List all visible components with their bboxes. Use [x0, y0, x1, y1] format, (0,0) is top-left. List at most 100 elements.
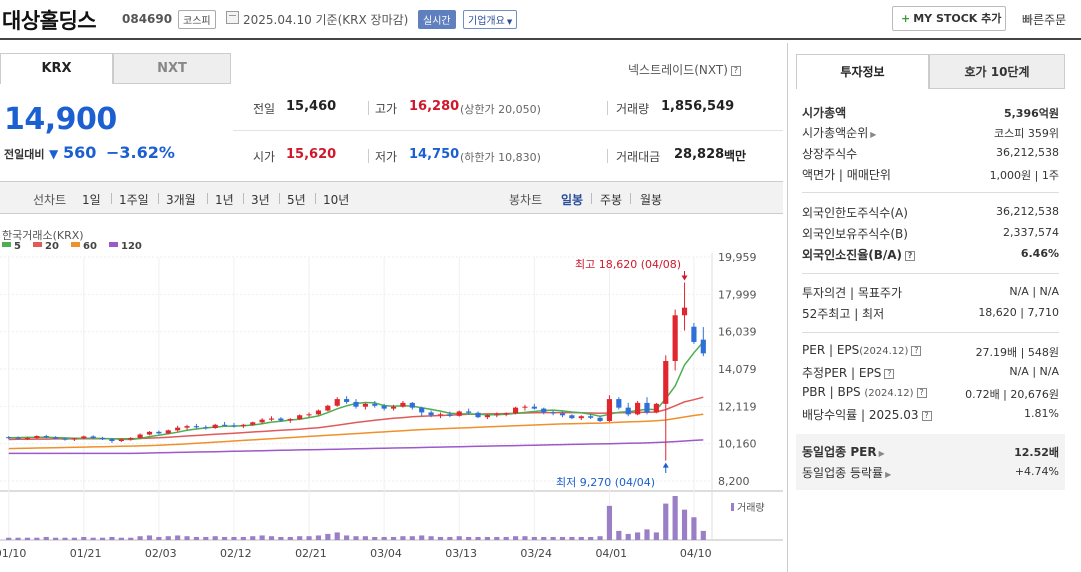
- legend-label-5: 5: [14, 241, 21, 252]
- volume-bar: [231, 536, 237, 540]
- help-icon[interactable]: ?: [884, 368, 895, 379]
- volume-bar: [559, 536, 566, 540]
- period-1w[interactable]: 1주일: [119, 193, 149, 207]
- realtime-button[interactable]: 실시간: [418, 10, 456, 29]
- period-3m[interactable]: 3개월: [166, 193, 196, 207]
- volume-bar: [81, 536, 87, 540]
- help-icon[interactable]: ?: [916, 387, 927, 398]
- candle-body: [344, 399, 350, 402]
- trade-amount-label: 거래대금: [616, 150, 661, 164]
- volume-bar: [268, 536, 275, 540]
- volume-bar: [653, 532, 659, 540]
- volume-bar: [118, 537, 124, 540]
- candle-body: [681, 307, 688, 316]
- volume-bar: [306, 536, 312, 540]
- foreign-hold-value: 2,337,574: [1003, 226, 1059, 239]
- candle-body: [34, 436, 40, 438]
- trade-amount-value: 28,828: [674, 147, 725, 162]
- volume-bar: [353, 536, 359, 540]
- volume-bar: [99, 537, 106, 540]
- period-1y[interactable]: 1년: [215, 193, 234, 207]
- volume-bar: [250, 536, 256, 540]
- candle-body: [250, 422, 256, 425]
- candle-body: [663, 360, 669, 404]
- trade-amount-unit: 백만: [724, 149, 747, 163]
- candle-body: [334, 399, 340, 406]
- candle-body: [62, 438, 68, 440]
- candle-body: [494, 414, 500, 416]
- candle-daily[interactable]: 일봉: [561, 193, 584, 207]
- chart-period-bar: 선차트 1일 1주일 3개월 1년 3년 5년 10년 봉차트 일봉 주봉 월봉: [0, 181, 783, 214]
- period-10y[interactable]: 10년: [323, 193, 350, 207]
- candle-body: [156, 431, 162, 434]
- candle-body: [259, 419, 265, 423]
- lower-limit: (하한가 10,830): [460, 151, 541, 164]
- est-per-value: N/A | N/A: [1009, 365, 1059, 378]
- tab-orderbook-10[interactable]: 호가 10단계: [929, 54, 1065, 89]
- candle-body: [400, 402, 406, 407]
- add-my-stock-button[interactable]: + MY STOCK 추가: [892, 6, 1006, 31]
- nxt-info-link[interactable]: 넥스트레이드(NXT)?: [628, 61, 741, 78]
- help-icon[interactable]: ?: [911, 345, 922, 356]
- candle-body: [81, 436, 87, 439]
- candle-body: [512, 407, 519, 414]
- x-tick-label: 03/24: [520, 547, 552, 560]
- candle-weekly[interactable]: 주봉: [600, 193, 623, 207]
- volume-bar: [212, 536, 218, 540]
- volume-bar: [53, 537, 59, 540]
- volume-bar: [447, 536, 453, 540]
- volume-bar: [484, 536, 490, 540]
- company-name: 대상홀딩스: [2, 9, 97, 33]
- volume-bar: [597, 536, 603, 540]
- price-chart[interactable]: 19,959 17,999 16,039 14,079 12,119 10,160 8,20…: [0, 215, 783, 572]
- x-tick-label: 02/21: [295, 547, 327, 560]
- est-per-label: 추정PER | EPS?: [802, 364, 895, 381]
- x-tick-label: 01/10: [0, 547, 26, 560]
- x-tick-label: 02/03: [145, 547, 177, 560]
- pbr-value: 0.72배 | 20,676원: [965, 388, 1059, 401]
- sector-change-label[interactable]: 동일업종 등락률 ▶: [802, 466, 892, 480]
- candle-body: [6, 437, 12, 439]
- help-icon[interactable]: ?: [905, 250, 916, 261]
- x-tick-label: 03/04: [370, 547, 402, 560]
- period-1d[interactable]: 1일: [82, 193, 101, 207]
- volume-bar: [362, 536, 368, 540]
- help-icon[interactable]: ?: [730, 65, 741, 76]
- tab-investment-info[interactable]: 투자정보: [796, 54, 929, 89]
- change-amount: 560: [63, 143, 97, 162]
- volume-bar: [522, 536, 528, 540]
- candle-body: [588, 416, 594, 418]
- volume-bar: [15, 537, 21, 540]
- volume-bar: [193, 536, 200, 540]
- volume-bar: [663, 503, 669, 540]
- par-value: 1,000원 | 1주: [989, 169, 1059, 182]
- volume-bar: [672, 496, 678, 540]
- tab-krx[interactable]: KRX: [0, 53, 113, 84]
- period-3y[interactable]: 3년: [251, 193, 270, 207]
- volume-bar: [344, 535, 350, 540]
- help-icon[interactable]: ?: [921, 410, 932, 421]
- candle-body: [193, 426, 200, 428]
- volume-bar: [400, 536, 406, 540]
- candle-body: [503, 413, 509, 415]
- volume-bar: [437, 536, 444, 540]
- company-overview-dropdown[interactable]: 기업개요 ▼: [463, 10, 518, 29]
- period-5y[interactable]: 5년: [287, 193, 306, 207]
- volume-bar: [625, 533, 631, 540]
- volume-legend-label: 거래량: [737, 502, 765, 514]
- cap-rank-label[interactable]: 시가총액순위 ▶: [802, 126, 877, 140]
- sector-per-label[interactable]: 동일업종 PER ▶: [802, 445, 885, 459]
- candle-body: [644, 402, 650, 413]
- candle-body: [522, 406, 528, 408]
- quick-order-link[interactable]: 빠른주문: [1022, 13, 1067, 27]
- y-tick-label: 12,119: [718, 400, 757, 413]
- chevron-down-icon: ▼: [506, 18, 513, 26]
- candle-body: [297, 415, 303, 420]
- candle-monthly[interactable]: 월봉: [640, 193, 663, 207]
- candle-body: [437, 414, 444, 416]
- week52-value: 18,620 | 7,710: [978, 306, 1059, 319]
- tab-nxt[interactable]: NXT: [113, 53, 231, 84]
- legend-label-20: 20: [45, 241, 59, 252]
- candle-body: [578, 416, 584, 419]
- market-badge: 코스피: [178, 10, 216, 29]
